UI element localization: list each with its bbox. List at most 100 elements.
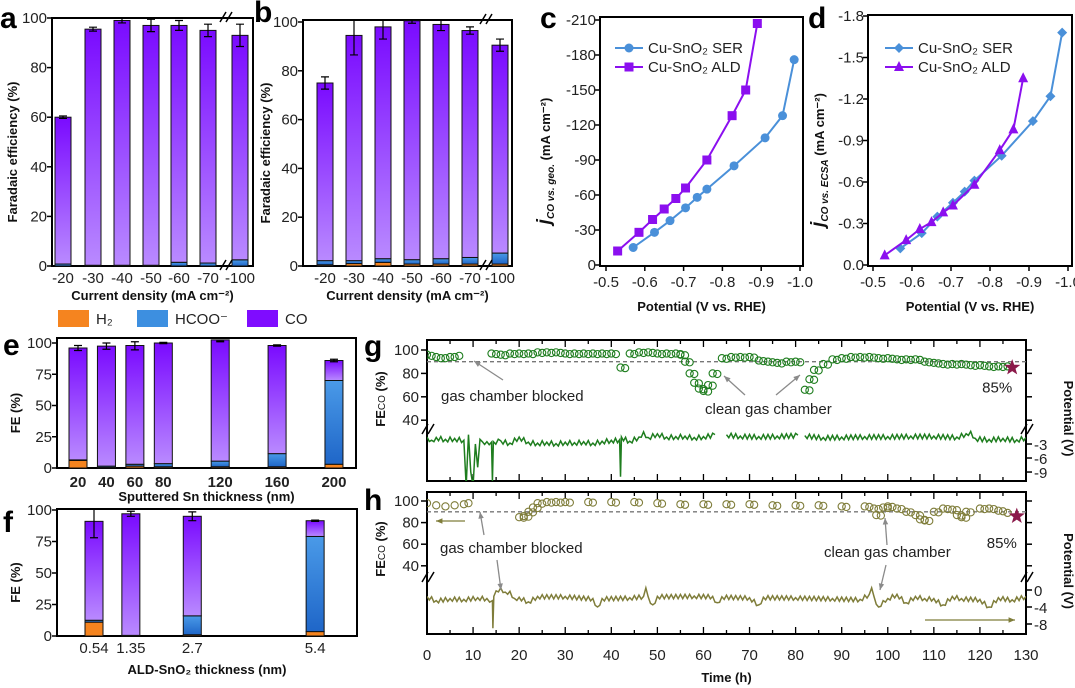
potential-tick-label: -6 [1034, 451, 1047, 468]
fe-data-point [971, 361, 980, 370]
y-tick-label: 0 [39, 258, 47, 275]
data-point [729, 161, 739, 171]
error-bar [236, 23, 244, 48]
legend-swatch-co [247, 310, 278, 327]
fe-data-point [879, 503, 888, 512]
fe-data-point [823, 360, 833, 369]
fe-data-point [464, 499, 473, 508]
data-point [938, 206, 949, 217]
time-tick-label: 30 [557, 647, 574, 664]
x-tick-label: 60 [127, 474, 144, 491]
legend-marker [894, 43, 904, 53]
fe-data-point [897, 504, 906, 514]
error-bar [216, 340, 225, 343]
bar-hcoo [316, 260, 334, 266]
fe-data-point [542, 348, 551, 357]
fe-data-point [961, 507, 971, 516]
potential-tick-label: -3 [1034, 437, 1047, 454]
fe-data-point [607, 497, 616, 507]
axis-break-mark [219, 259, 233, 271]
potential-series [427, 584, 1026, 629]
fe-data-point [519, 511, 528, 521]
legend-marker [624, 62, 634, 72]
fe-data-point [547, 498, 556, 507]
annotation-clean-gas-chamber-g: clean gas chamber [705, 401, 832, 418]
fe-data-point [510, 349, 519, 359]
error-bar [496, 38, 504, 52]
fe-data-point [952, 360, 962, 369]
error-bar [408, 18, 416, 24]
left-axis-arrow-icon-head [436, 518, 443, 524]
fe-tick-label: 40 [402, 558, 419, 575]
legend-label-h2: H₂ [96, 311, 113, 328]
fe-tick-label: 100 [394, 493, 419, 510]
error-bar [204, 23, 212, 38]
bar-h2 [374, 261, 392, 267]
bar-co [125, 345, 145, 465]
fe-data-point [593, 349, 602, 359]
y-axis-title-main: j [534, 218, 555, 227]
fe-data-point [676, 500, 685, 509]
data-point [1018, 72, 1029, 83]
final-fe-label: 85% [982, 380, 1012, 397]
fe-data-point [528, 508, 538, 517]
fe-data-point [556, 498, 565, 507]
data-point [901, 234, 912, 245]
potential-tick-label: -8 [1034, 617, 1047, 634]
time-tick-label: 80 [787, 647, 804, 664]
y-tick-label: 50 [35, 398, 52, 415]
y-tick-label: -0.9 [838, 133, 864, 150]
data-point [648, 215, 658, 224]
x-tick-label: 80 [155, 474, 172, 491]
error-bar [147, 18, 155, 33]
fe-data-point [865, 352, 874, 362]
time-tick-label: 0 [423, 647, 431, 664]
fe-data-point [653, 499, 662, 508]
fe-data-point [570, 349, 579, 358]
potential-axis-title: Potential (V) [1061, 533, 1075, 609]
fe-data-point [579, 349, 588, 358]
fe-data-point [938, 504, 948, 513]
y-tick-label: 20 [281, 209, 298, 226]
error-bar [321, 76, 329, 90]
data-point [1008, 123, 1019, 134]
arrow-icon-head [478, 512, 484, 519]
arrow-icon-head [793, 375, 800, 382]
fe-data-point [634, 498, 644, 507]
data-point [947, 199, 958, 210]
time-axis-title: Time (h) [701, 670, 751, 685]
final-fe-label: 85% [987, 535, 1017, 552]
series-line-ser [632, 59, 796, 249]
fe-tick-label: 100 [394, 342, 419, 359]
y-tick-label: -210 [566, 12, 596, 29]
fe-data-point [432, 352, 441, 362]
arrow-icon-head [474, 361, 481, 367]
panel-c: c -0.5 -0.6 -0.7 -0.8 -0.9 -1.0 0 -30 -60 -90 -120 -… [534, 2, 813, 314]
fe-data-point [749, 500, 759, 509]
fe-data-point [869, 353, 879, 362]
fe-data-point [994, 362, 1003, 371]
y-axis-title: FE (%) [8, 393, 23, 433]
y-axis-title-sub: CO vs. geo. [546, 164, 557, 219]
panel-a: a 0 20 40 60 80 100 -20 -30 -40 -50 -60 -70 -100Curre… [0, 2, 255, 303]
time-tick-label: 110 [922, 647, 946, 664]
fe-data-point [929, 358, 938, 368]
fe-data-point [680, 357, 690, 366]
y-axis-title: Faradaic efficiency (%) [5, 82, 20, 223]
panel-f: f 0 25 50 75 100 0.54 1.35 2.7 5.4 ALD-SnO₂ thickn… [3, 502, 358, 677]
x-tick-label: 120 [208, 474, 233, 491]
x-tick-label: 40 [98, 474, 115, 491]
legend-label: Cu-SnO₂ SER [918, 40, 1013, 57]
data-point [959, 186, 970, 197]
y-axis-title-unit: (mA cm⁻²) [538, 98, 553, 164]
panel-label: h [364, 484, 382, 517]
time-tick-label: 20 [511, 647, 528, 664]
fe-data-point [948, 505, 957, 514]
axis-break-mark [219, 11, 233, 23]
fe-data-point [975, 504, 985, 513]
fe-data-point [542, 497, 551, 507]
panel-label: d [808, 2, 826, 35]
error-bar [188, 511, 197, 522]
y-tick-label: 80 [281, 63, 298, 80]
data-point [702, 155, 712, 165]
